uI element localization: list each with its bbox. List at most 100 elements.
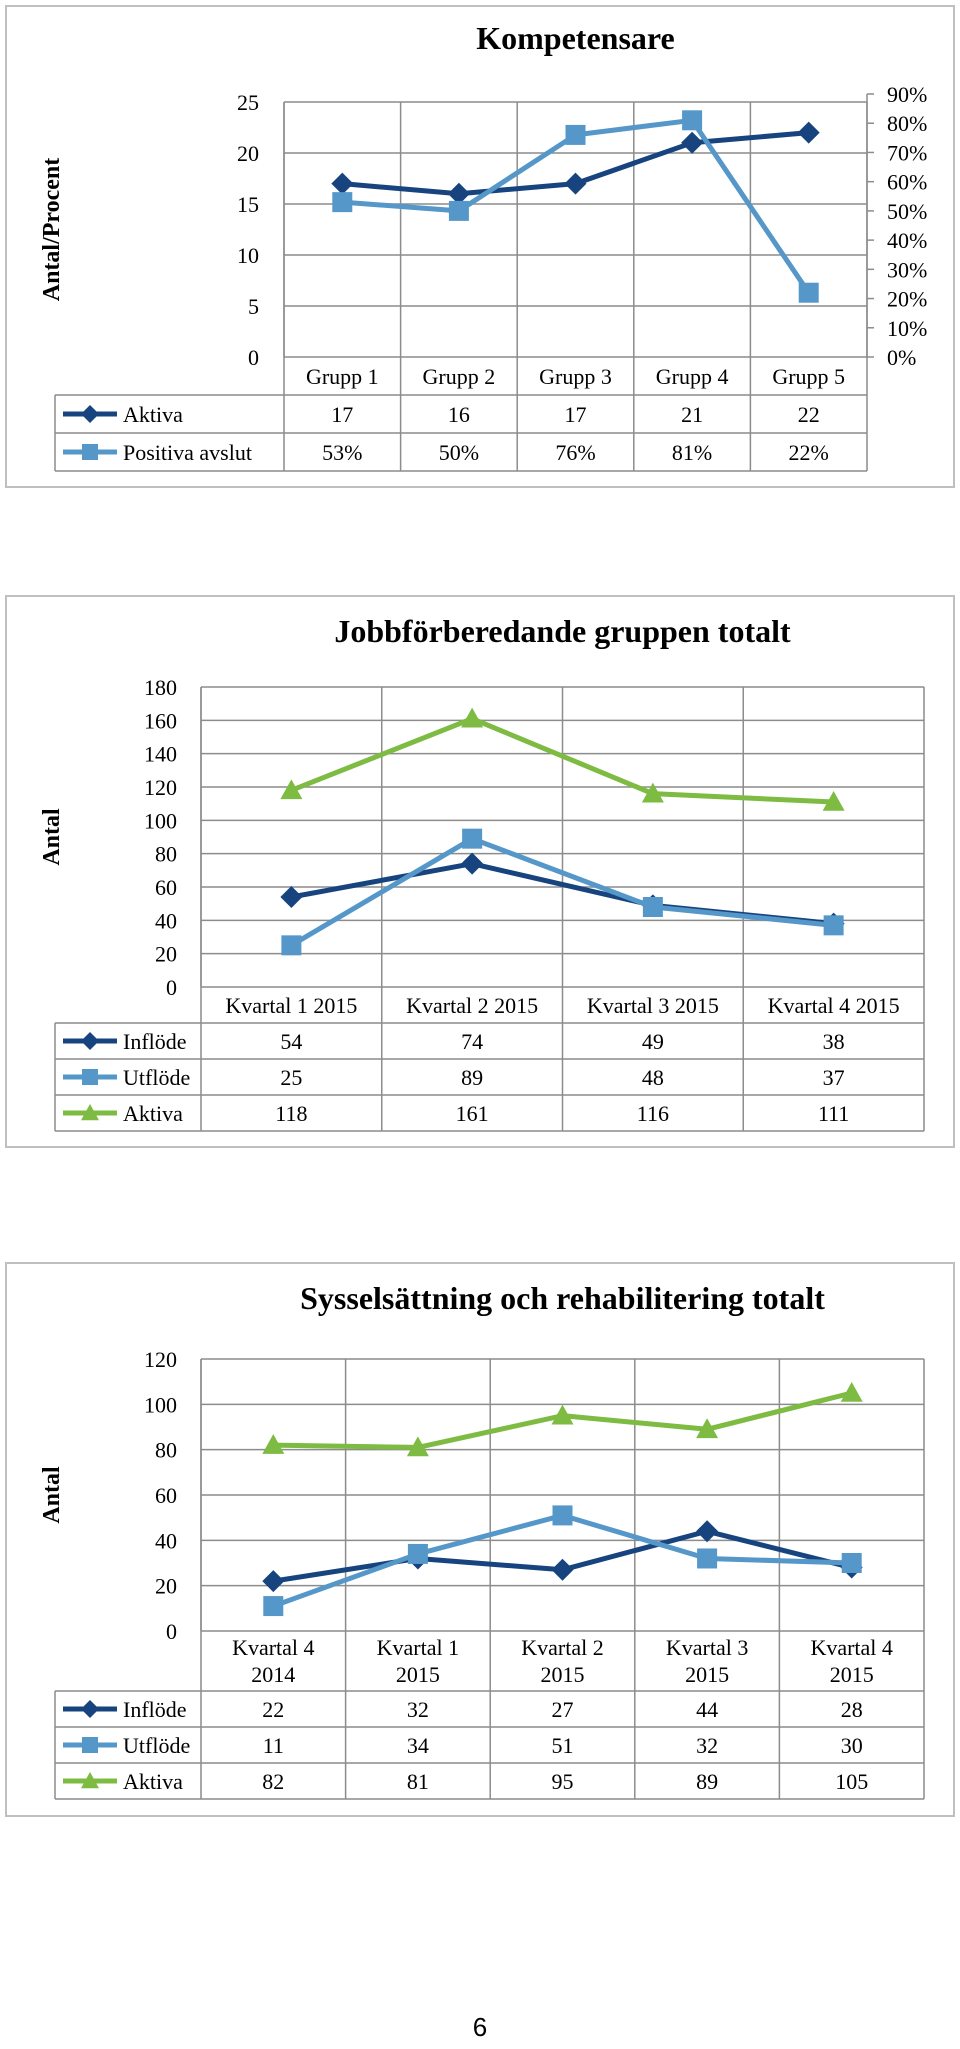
table-cell-value: 32	[696, 1733, 718, 1758]
table-cell-value: 118	[275, 1101, 307, 1126]
table-cell-value: 17	[331, 402, 353, 427]
series-line	[290, 836, 834, 948]
y2-tick-label: 10%	[887, 316, 927, 341]
data-point	[797, 121, 820, 144]
table-cell-value: 11	[263, 1733, 284, 1758]
data-point	[798, 282, 819, 303]
y-tick-label: 20	[155, 1574, 177, 1599]
category-label: Grupp 5	[772, 364, 845, 389]
data-point	[565, 124, 586, 145]
y-tick-label: 10	[237, 243, 259, 268]
data-point	[551, 1404, 574, 1425]
table-cell-value: 49	[642, 1029, 664, 1054]
y-tick-label: 20	[155, 942, 177, 967]
series-line	[342, 117, 811, 295]
table-cell-value: 74	[461, 1029, 483, 1054]
data-point	[696, 1418, 719, 1439]
y-tick-label: 0	[166, 975, 177, 1000]
legend-key-marker	[82, 1737, 98, 1753]
y2-tick-label: 40%	[887, 228, 927, 253]
legend-label: Utflöde	[123, 1065, 190, 1090]
table-cell-value: 22	[798, 402, 820, 427]
data-point	[552, 1505, 573, 1526]
legend-key-marker	[81, 1104, 99, 1121]
data-point	[280, 779, 303, 800]
y-tick-label: 20	[237, 141, 259, 166]
data-point	[448, 200, 469, 221]
table-cell-value: 81%	[672, 440, 712, 465]
y2-tick-label: 30%	[887, 257, 927, 282]
legend-key-marker	[81, 1032, 99, 1050]
table-cell-value: 95	[552, 1769, 574, 1794]
data-point	[822, 791, 845, 811]
data-point	[681, 131, 704, 154]
legend-key-marker	[82, 1069, 98, 1085]
category-label: 2015	[396, 1662, 440, 1687]
y-tick-label: 5	[248, 294, 259, 319]
legend-key-marker	[81, 1700, 99, 1718]
data-point	[331, 172, 354, 195]
legend-label: Inflöde	[123, 1697, 187, 1722]
category-label: Grupp 1	[306, 364, 379, 389]
legend-label: Positiva avslut	[123, 440, 252, 465]
category-label: Kvartal 3 2015	[587, 993, 719, 1018]
table-cell-value: 76%	[555, 440, 595, 465]
chart-sysselsattning-svg: Sysselsättning och rehabilitering totalt…	[39, 1280, 925, 1800]
category-label: 2015	[830, 1662, 874, 1687]
chart-sysselsattning: Sysselsättning och rehabilitering totalt…	[5, 1262, 955, 1817]
table-cell-value: 89	[461, 1065, 483, 1090]
legend-label: Aktiva	[123, 1101, 183, 1126]
y-tick-label: 100	[144, 808, 177, 833]
table-cell-value: 51	[552, 1733, 574, 1758]
y2-tick-label: 80%	[887, 111, 927, 136]
data-point	[461, 852, 484, 875]
series-line	[290, 716, 834, 805]
y-tick-label: 40	[155, 908, 177, 933]
y-tick-label: 40	[155, 1528, 177, 1553]
legend-key-marker	[81, 1772, 99, 1789]
data-point	[280, 886, 303, 908]
chart-title: Jobbförberedande gruppen totalt	[334, 613, 791, 649]
data-point	[406, 1436, 429, 1457]
table-cell-value: 17	[565, 402, 587, 427]
data-point	[551, 1558, 574, 1581]
table-cell-value: 54	[280, 1029, 302, 1054]
data-point	[262, 1434, 285, 1454]
data-point	[682, 110, 703, 131]
table-cell-value: 22%	[789, 440, 829, 465]
table-cell-value: 82	[262, 1769, 284, 1794]
y-tick-label: 180	[144, 675, 177, 700]
y-axis-label: Antal	[39, 1466, 65, 1524]
y-axis-label: Antal/Procent	[39, 158, 65, 302]
legend-key-marker	[82, 444, 98, 460]
table-cell-value: 89	[696, 1769, 718, 1794]
y2-tick-label: 20%	[887, 287, 927, 312]
table-cell-value: 116	[637, 1101, 669, 1126]
data-point	[461, 707, 484, 728]
data-point	[447, 182, 470, 205]
table-cell-value: 16	[448, 402, 470, 427]
data-point	[840, 1382, 863, 1402]
table-cell-value: 53%	[322, 440, 362, 465]
category-label: Kvartal 1	[377, 1635, 459, 1660]
table-cell-value: 37	[823, 1065, 845, 1090]
table-cell-value: 30	[841, 1733, 863, 1758]
y-tick-label: 25	[237, 90, 259, 115]
legend-label: Utflöde	[123, 1733, 190, 1758]
chart-kompetensare-svg: Kompetensare Antal/Procent 0 5 10 15 20 25 0% 10%…	[39, 20, 927, 472]
table-cell-value: 34	[407, 1733, 429, 1758]
y2-tick-label: 60%	[887, 170, 927, 195]
y-axis-label: Antal	[39, 808, 65, 866]
y-tick-label: 0	[248, 345, 259, 370]
table-cell-value: 48	[642, 1065, 664, 1090]
data-point	[407, 1543, 428, 1564]
y2-tick-label: 50%	[887, 199, 927, 224]
data-point	[823, 915, 844, 936]
table-cell-value: 38	[823, 1029, 845, 1054]
legend-label: Aktiva	[123, 1769, 183, 1794]
table-cell-value: 27	[552, 1697, 574, 1722]
data-point	[262, 1570, 285, 1593]
y-tick-label: 60	[155, 1483, 177, 1508]
data-point	[564, 172, 587, 195]
chart-jobbforberedande-svg: Jobbförberedande gruppen totalt Antal 0 20 4…	[39, 613, 925, 1132]
